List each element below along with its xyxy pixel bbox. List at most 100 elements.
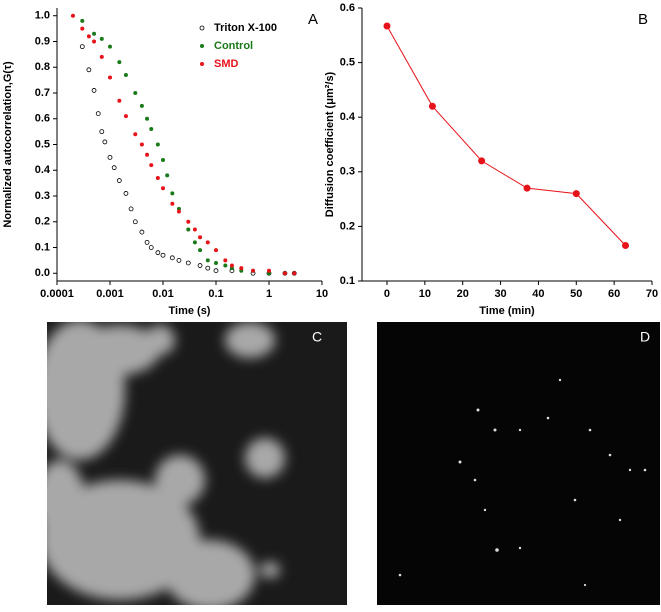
data-point bbox=[198, 248, 203, 253]
y-tick-label: 0.8 bbox=[35, 61, 50, 73]
data-point bbox=[128, 206, 134, 212]
data-point bbox=[95, 111, 101, 116]
y-tick-label: 1.0 bbox=[35, 10, 50, 22]
data-point bbox=[91, 88, 97, 93]
data-point bbox=[99, 129, 105, 135]
y-tick-label: 0.1 bbox=[35, 241, 50, 253]
data-point bbox=[213, 268, 219, 274]
y-tick-label: 0.1 bbox=[340, 275, 355, 287]
y-tick-label: 0.9 bbox=[35, 35, 50, 47]
legend-label: Triton X-100 bbox=[214, 22, 277, 34]
data-point bbox=[155, 142, 160, 147]
data-point bbox=[205, 258, 210, 263]
x-tick-label: 10 bbox=[316, 288, 328, 300]
data-point bbox=[205, 240, 210, 245]
y-tick-label: 0.4 bbox=[340, 111, 356, 123]
data-point bbox=[145, 152, 150, 157]
panel-label: A bbox=[308, 11, 318, 28]
y-axis-label: Normalized autocorrelation,G(τ) bbox=[2, 61, 14, 228]
panel-label: D bbox=[640, 329, 650, 345]
data-point bbox=[107, 154, 113, 160]
data-point bbox=[92, 39, 97, 44]
data-point bbox=[144, 239, 150, 245]
data-point bbox=[139, 229, 145, 235]
legend-label: SMD bbox=[214, 58, 239, 70]
data-point bbox=[133, 132, 138, 137]
data-point bbox=[292, 271, 297, 276]
data-point bbox=[70, 13, 75, 18]
data-point bbox=[111, 165, 117, 171]
y-axis-label: Diffusion coefficient (μm²/s) bbox=[324, 71, 336, 217]
data-point bbox=[478, 157, 486, 165]
data-point bbox=[197, 263, 203, 268]
y-tick-label: 0.6 bbox=[35, 113, 50, 125]
data-point bbox=[267, 268, 271, 273]
image-texture bbox=[398, 378, 647, 587]
y-tick-label: 0.2 bbox=[340, 220, 355, 232]
data-point bbox=[79, 44, 85, 50]
data-point bbox=[165, 173, 170, 178]
image-background bbox=[377, 322, 660, 605]
data-point bbox=[223, 263, 228, 268]
y-tick-label: 0.0 bbox=[35, 267, 50, 279]
data-line bbox=[386, 25, 626, 246]
data-point bbox=[214, 248, 218, 253]
panel-label: B bbox=[638, 11, 648, 28]
data-point bbox=[176, 209, 181, 214]
data-point bbox=[428, 102, 436, 110]
data-point bbox=[223, 258, 228, 263]
data-point bbox=[229, 263, 234, 268]
x-tick-label: 0 bbox=[384, 288, 390, 300]
data-point bbox=[133, 90, 138, 95]
data-point bbox=[176, 257, 182, 263]
data-point bbox=[160, 252, 166, 258]
data-point bbox=[123, 72, 128, 77]
x-tick-label: 0.1 bbox=[208, 288, 223, 300]
data-point bbox=[132, 219, 138, 225]
data-point bbox=[86, 34, 91, 39]
data-point bbox=[117, 98, 122, 103]
y-tick-label: 0.5 bbox=[35, 138, 50, 150]
data-point bbox=[621, 242, 629, 250]
data-point bbox=[148, 245, 154, 250]
data-point bbox=[170, 201, 175, 206]
data-point bbox=[155, 250, 161, 256]
y-tick-label: 0.5 bbox=[340, 57, 355, 69]
legend-marker bbox=[199, 25, 205, 31]
data-point bbox=[523, 184, 531, 192]
x-tick-label: 40 bbox=[532, 288, 544, 300]
legend-marker bbox=[200, 62, 204, 66]
data-point bbox=[282, 271, 287, 276]
panel-label: C bbox=[312, 329, 322, 345]
data-point bbox=[149, 127, 154, 132]
data-point bbox=[117, 60, 122, 65]
data-point bbox=[149, 163, 154, 168]
data-point bbox=[214, 260, 218, 265]
data-point bbox=[169, 255, 175, 261]
data-point bbox=[139, 142, 144, 147]
data-point bbox=[123, 114, 128, 119]
x-tick-label: 50 bbox=[570, 288, 582, 300]
data-point bbox=[161, 186, 165, 191]
image-c: C bbox=[47, 322, 347, 605]
data-point bbox=[239, 266, 244, 271]
x-tick-label: 70 bbox=[646, 288, 658, 300]
legend-label: Control bbox=[214, 40, 253, 52]
data-point bbox=[99, 36, 104, 41]
x-tick-label: 0.001 bbox=[96, 288, 124, 300]
x-axis-label: Time (min) bbox=[479, 305, 535, 317]
y-tick-label: 0.7 bbox=[35, 87, 50, 99]
x-tick-label: 1 bbox=[266, 288, 272, 300]
data-point bbox=[198, 235, 203, 240]
chart: 0.1 0.2 0.3 0.4 0.5 0.6 0 10 20 30 40 50 60 70 Time (m… bbox=[324, 2, 658, 317]
data-point bbox=[170, 191, 175, 196]
x-tick-label: 20 bbox=[457, 288, 469, 300]
data-point bbox=[192, 240, 197, 245]
data-point bbox=[102, 139, 108, 145]
y-tick-label: 0.3 bbox=[35, 190, 50, 202]
x-tick-label: 30 bbox=[494, 288, 506, 300]
image-texture bbox=[47, 322, 285, 605]
data-point bbox=[155, 175, 160, 180]
data-point bbox=[161, 157, 165, 162]
